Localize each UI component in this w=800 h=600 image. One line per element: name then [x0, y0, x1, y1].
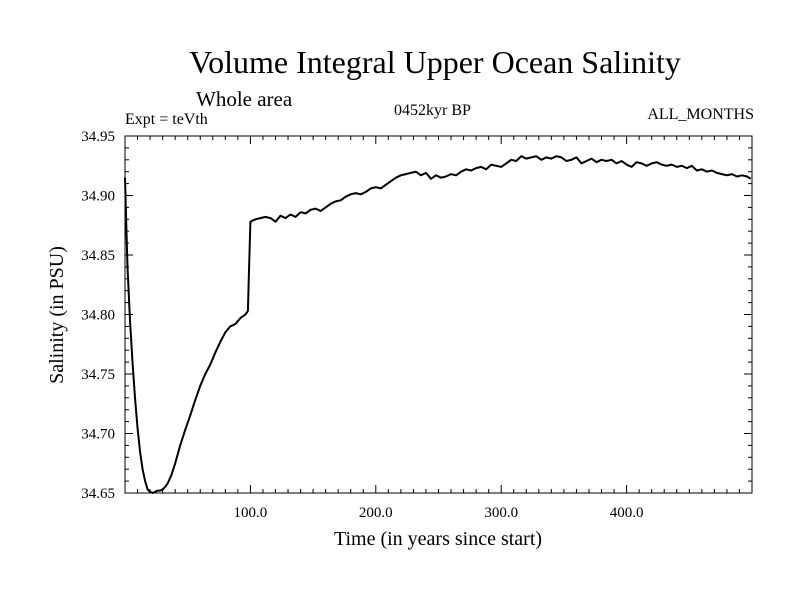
y-tick-label: 34.80 — [81, 308, 115, 324]
y-tick-label: 34.65 — [81, 486, 115, 502]
series-group — [124, 155, 752, 494]
plot-frame — [124, 135, 753, 494]
y-tick-label: 34.75 — [81, 367, 115, 383]
y-tick-label: 34.95 — [81, 129, 115, 145]
x-tick-label: 200.0 — [359, 505, 393, 521]
y-axis: 34.65 34.70 34.75 34.80 34.85 34.90 34.95 — [81, 129, 752, 502]
x-tick-label: 100.0 — [234, 505, 268, 521]
chart-subtitle: Whole area — [196, 87, 293, 111]
experiment-label: Expt = teVth — [125, 111, 208, 128]
x-axis-label: Time (in years since start) — [334, 528, 542, 550]
x-tick-label: 400.0 — [610, 505, 644, 521]
y-tick-label: 34.90 — [81, 189, 115, 205]
y-axis-label: Salinity (in PSU) — [46, 246, 68, 384]
salinity-series-line-0 — [124, 155, 752, 494]
y-tick-label: 34.70 — [81, 427, 115, 443]
period-label: 0452kyr BP — [394, 102, 471, 119]
x-tick-label: 300.0 — [484, 505, 518, 521]
chart-title: Volume Integral Upper Ocean Salinity — [189, 44, 681, 80]
months-label: ALL_MONTHS — [647, 106, 754, 123]
x-axis: 100.0 200.0 300.0 400.0 — [137, 136, 740, 521]
y-tick-label: 34.85 — [81, 248, 115, 264]
